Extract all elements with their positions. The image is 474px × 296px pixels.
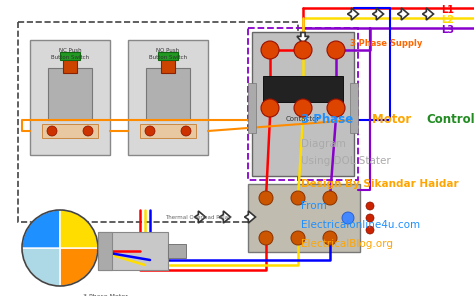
Bar (248, 28, 358, 180)
Text: L1: L1 (441, 5, 454, 15)
Circle shape (327, 99, 345, 117)
Bar (263, 76, 343, 102)
Text: Thermal Overload Relay: Thermal Overload Relay (165, 215, 231, 221)
Text: Design By Sikandar Haidar: Design By Sikandar Haidar (301, 178, 459, 189)
Circle shape (261, 99, 279, 117)
Circle shape (327, 41, 345, 59)
Text: 3 Phase: 3 Phase (301, 113, 357, 126)
Bar (252, 32, 354, 176)
Circle shape (181, 126, 191, 136)
Wedge shape (60, 248, 98, 286)
Text: L2: L2 (441, 15, 454, 25)
Text: 3 Phase Supply: 3 Phase Supply (350, 39, 422, 49)
Bar (140, 124, 196, 138)
Bar (128, 40, 208, 155)
Bar (161, 58, 175, 73)
Circle shape (259, 231, 273, 245)
Circle shape (323, 191, 337, 205)
Circle shape (259, 191, 273, 205)
Text: NC Push: NC Push (59, 48, 82, 53)
Circle shape (366, 226, 374, 234)
Bar (248, 184, 360, 252)
Polygon shape (194, 211, 206, 223)
Polygon shape (347, 8, 358, 20)
Text: L3: L3 (441, 25, 454, 35)
Circle shape (145, 126, 155, 136)
Text: Controlling: Controlling (426, 113, 474, 126)
Text: Contactor: Contactor (286, 116, 320, 122)
Circle shape (291, 191, 305, 205)
Bar (42, 124, 98, 138)
Text: Motor: Motor (373, 113, 416, 126)
Wedge shape (22, 248, 60, 286)
Text: Electricalonline4u.com: Electricalonline4u.com (301, 220, 420, 230)
Polygon shape (398, 8, 409, 20)
Circle shape (366, 214, 374, 222)
Circle shape (47, 126, 57, 136)
Bar (146, 68, 190, 120)
Wedge shape (60, 210, 98, 248)
Polygon shape (422, 8, 434, 20)
Polygon shape (373, 8, 383, 20)
Circle shape (366, 202, 374, 210)
Text: 3 Phase Motor: 3 Phase Motor (82, 294, 128, 296)
Circle shape (294, 99, 312, 117)
Text: Button Switch: Button Switch (149, 55, 187, 60)
Circle shape (83, 126, 93, 136)
Circle shape (294, 41, 312, 59)
Polygon shape (219, 211, 230, 223)
Bar (158, 52, 178, 60)
Bar (248, 83, 256, 133)
Polygon shape (245, 211, 255, 223)
Bar (350, 83, 358, 133)
Text: Button Switch: Button Switch (51, 55, 89, 60)
Bar (48, 68, 92, 120)
Bar (63, 58, 77, 73)
Text: NO Push: NO Push (156, 48, 180, 53)
Circle shape (291, 231, 305, 245)
Bar (18, 22, 298, 222)
Text: ElectricalBlog.org: ElectricalBlog.org (301, 239, 393, 249)
Wedge shape (22, 210, 60, 248)
Polygon shape (297, 33, 309, 44)
Bar (98, 232, 112, 270)
Bar (30, 40, 110, 155)
Bar (60, 52, 80, 60)
Text: Diagram: Diagram (301, 139, 346, 149)
Text: Using DOL Stater: Using DOL Stater (301, 156, 391, 166)
Circle shape (323, 231, 337, 245)
Circle shape (342, 212, 354, 224)
Bar (98, 232, 168, 270)
Text: From: From (301, 201, 327, 211)
Circle shape (261, 41, 279, 59)
Bar (168, 244, 186, 258)
